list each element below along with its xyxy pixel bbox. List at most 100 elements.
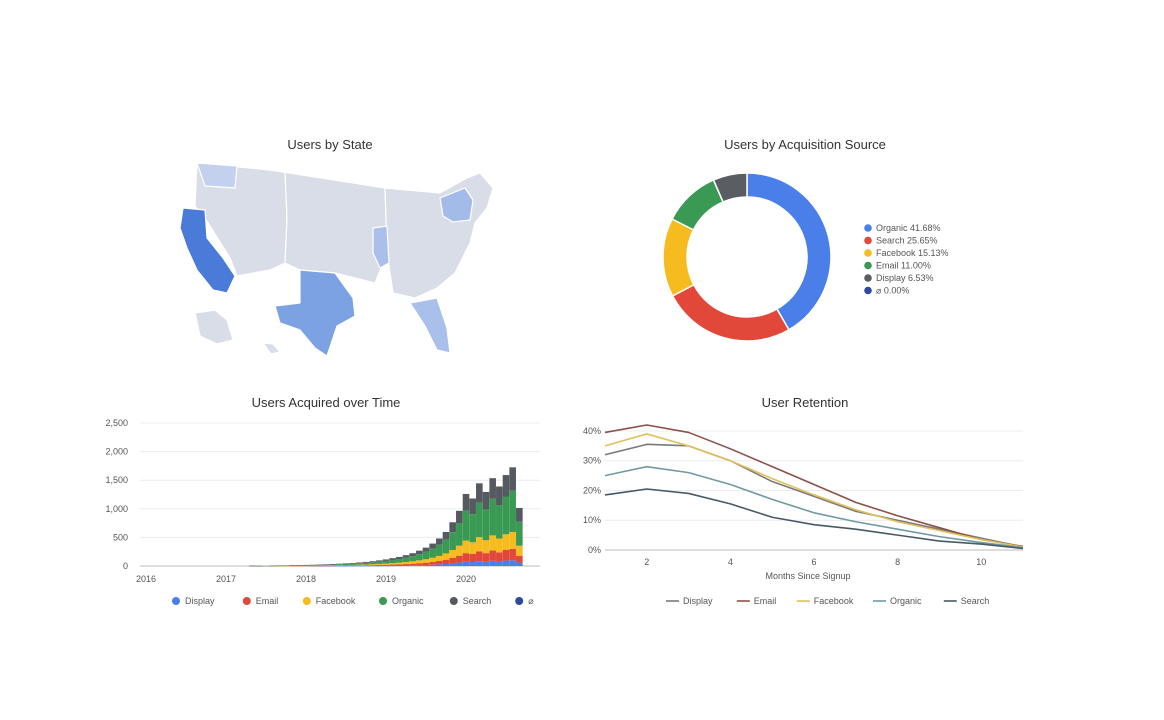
- stack-bar-segment-email: [509, 548, 516, 561]
- stack-bar-segment-search: [316, 564, 323, 566]
- stack-bar-segment-facebook: [309, 565, 316, 567]
- stack-bar-segment-email: [342, 565, 350, 567]
- stack-bar-segment-organic: [376, 561, 383, 564]
- stack-xtick-label: 2018: [296, 574, 316, 584]
- users-by-state-title: Users by State: [287, 137, 373, 152]
- stack-bar-segment-organic: [496, 505, 503, 539]
- stack-legend-label: Organic: [392, 596, 424, 606]
- users-acquired-over-time-title: Users Acquired over Time: [251, 395, 401, 410]
- stack-bar-segment-facebook: [489, 535, 496, 551]
- stack-bar-segment-facebook: [456, 545, 463, 556]
- stack-legend-label: Facebook: [316, 596, 356, 606]
- stack-bar-segment-search: [382, 559, 390, 561]
- stack-bar-segment-display: [369, 565, 376, 567]
- stack-bar-segment-display: [429, 564, 436, 566]
- ret-xtick-label: 6: [811, 557, 816, 567]
- stack-ytick-label: 2,000: [105, 447, 128, 457]
- users-acquired-stacked-bar-chart: 2,500 2,000 1,500 1,000 500 0 2016 2017 2018 201…: [105, 418, 540, 606]
- stack-bar-segment-search: [516, 507, 523, 522]
- stack-bar-segment-search: [289, 565, 296, 566]
- ret-ytick-label: 0%: [588, 545, 601, 555]
- stack-bar-segment-email: [376, 564, 383, 566]
- stack-bar-segment-display: [462, 561, 470, 566]
- ret-line-email: [604, 424, 1024, 548]
- stack-legend-label: ⌀: [528, 596, 534, 606]
- stack-bar-segment-email: [389, 564, 396, 566]
- stack-bar-segment-organic: [509, 490, 516, 532]
- acquisition-donut-chart: Organic 41.68% Search 25.65% Facebook 15.1…: [662, 172, 949, 342]
- stack-ytick-label: 2,500: [105, 418, 128, 428]
- donut-legend-marker: [864, 236, 872, 245]
- stack-bar-segment-email: [409, 563, 416, 566]
- stack-bar-segment-search: [456, 510, 463, 524]
- stack-bar-segment-search: [356, 562, 363, 564]
- ret-ytick-label: 40%: [583, 426, 601, 436]
- stack-bar-segment-organic: [349, 563, 356, 565]
- stack-bar-segment-display: [496, 561, 503, 566]
- stack-bar-segment-organic: [476, 502, 483, 538]
- stack-xtick-label: 2019: [376, 574, 396, 584]
- stack-bar-segment-search: [402, 555, 410, 558]
- stack-bar-segment-display: [436, 564, 443, 566]
- donut-slice-facebook: [662, 218, 695, 297]
- stack-bar-segment-search: [342, 563, 350, 564]
- stack-bar-segment-organic: [309, 565, 316, 566]
- stack-bar-segment-email: [482, 553, 490, 562]
- stack-bar-segment-facebook: [416, 560, 423, 564]
- stack-bar-segment-search: [309, 564, 316, 566]
- stack-bar-segment-search: [296, 565, 303, 566]
- stack-bar-segment-facebook: [509, 531, 516, 549]
- stack-legend-marker: [449, 597, 458, 605]
- ret-legend-label: Display: [683, 596, 713, 606]
- donut-legend-label: Search 25.65%: [876, 236, 938, 246]
- stack-bar-segment-search: [449, 522, 456, 533]
- stack-bar-segment-search: [249, 565, 256, 567]
- stack-bar-segment-facebook: [422, 559, 430, 563]
- donut-legend-label: Organic 41.68%: [876, 223, 941, 233]
- stack-legend-marker: [172, 597, 180, 605]
- stack-bar-segment-display: [502, 560, 510, 566]
- stack-bar-segment-email: [336, 565, 343, 567]
- donut-legend-marker: [864, 261, 872, 270]
- stack-bar-segment-email: [422, 562, 430, 565]
- stack-legend-marker: [515, 597, 524, 605]
- stack-bar-segment-facebook: [356, 564, 363, 566]
- stack-legend-marker: [302, 597, 311, 605]
- stack-bar-segment-email: [456, 555, 463, 563]
- stack-xtick-label: 2016: [136, 574, 156, 584]
- stack-legend-label: Search: [463, 596, 492, 606]
- stack-bar-segment-organic: [442, 539, 450, 554]
- state-hawaii: [262, 342, 281, 355]
- stack-bar-segment-facebook: [469, 542, 476, 554]
- stack-bar-segment-facebook: [516, 545, 523, 556]
- stack-bar-segment-organic: [322, 564, 330, 566]
- donut-slice-email: [671, 178, 725, 231]
- stack-bar-segment-display: [376, 565, 383, 567]
- stack-bar-segment-search: [349, 563, 356, 564]
- stack-bar-segment-search: [362, 561, 370, 563]
- stack-bar-segment-display: [342, 565, 350, 567]
- ret-xtick-label: 8: [895, 557, 900, 567]
- ret-line-organic: [604, 465, 1024, 549]
- stack-bar-segment-organic: [489, 498, 496, 536]
- stack-bar-segment-display: [422, 564, 430, 566]
- stack-bar-segment-display: [416, 565, 423, 566]
- stack-bar-segment-facebook: [369, 564, 376, 566]
- stack-bar-segment-organic: [502, 496, 510, 535]
- stack-bar-segment-search: [476, 483, 483, 503]
- stack-bar-segment-search: [256, 565, 263, 567]
- stack-bar-segment-display: [482, 561, 490, 566]
- stack-bar-segment-email: [429, 561, 436, 565]
- stack-bar-segment-email: [382, 564, 390, 566]
- stack-bar-segment-search: [469, 498, 476, 515]
- stack-bar-segment-display: [469, 561, 476, 566]
- donut-legend-marker: [864, 274, 872, 282]
- ret-xtick-label: 4: [728, 557, 733, 567]
- donut-slice-search: [671, 283, 790, 342]
- stack-bar-segment-organic: [396, 559, 403, 563]
- stack-bar-segment-search: [322, 564, 330, 565]
- stack-bar-segment-organic: [316, 564, 323, 566]
- stack-bar-segment-facebook: [402, 561, 410, 565]
- stack-bar-segment-search: [489, 478, 496, 499]
- stack-bar-segment-organic: [329, 564, 336, 566]
